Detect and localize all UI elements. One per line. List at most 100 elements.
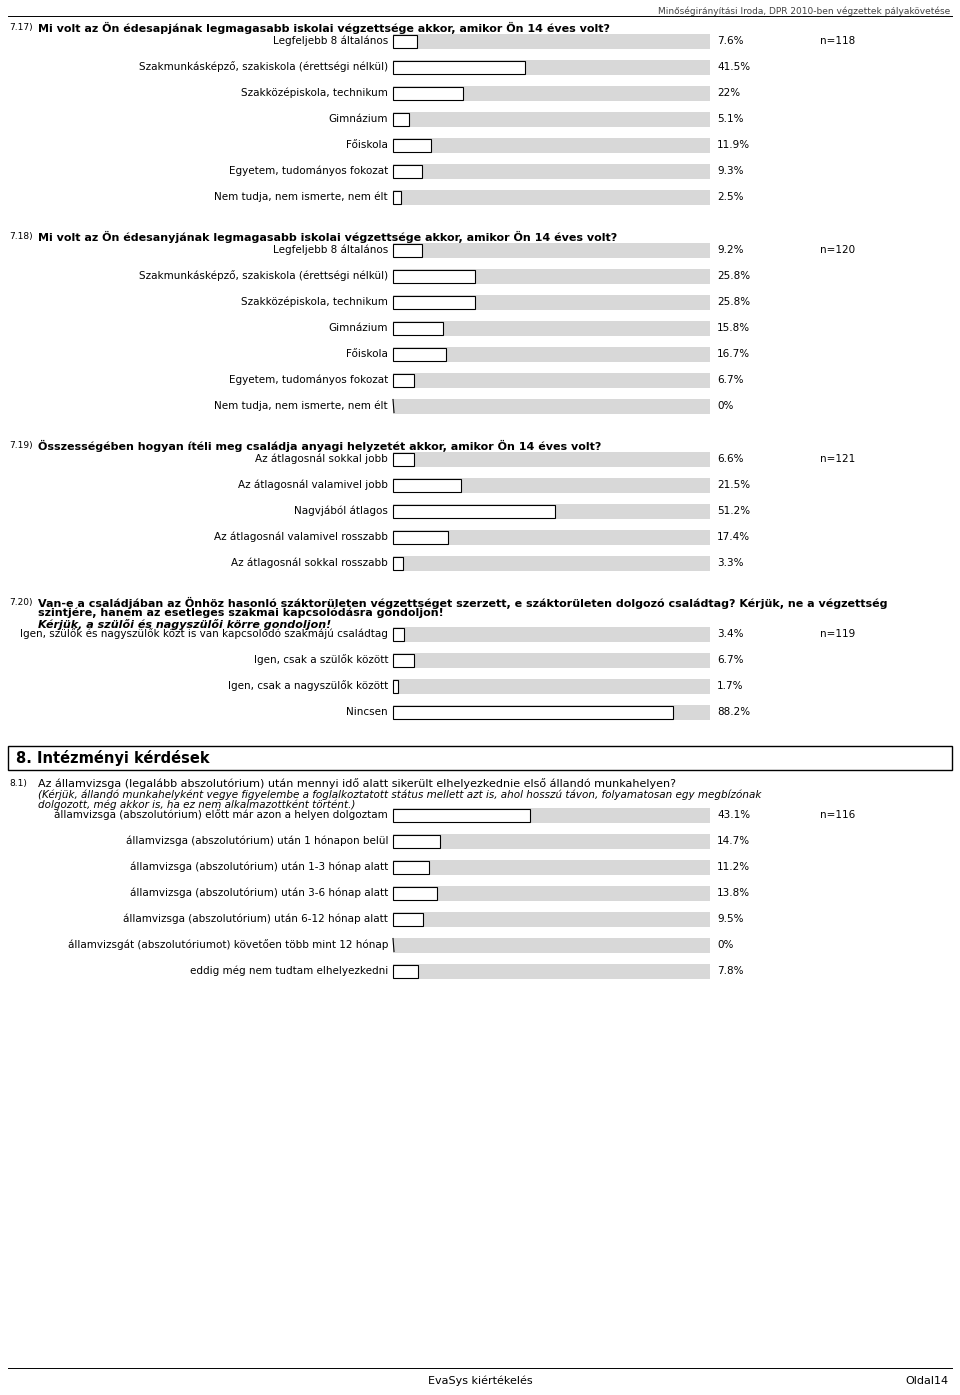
Text: Szakmunkásképző, szakiskola (érettségi nélkül): Szakmunkásképző, szakiskola (érettségi n… xyxy=(139,271,388,282)
Text: Egyetem, tudományos fokozat: Egyetem, tudományos fokozat xyxy=(228,166,388,176)
Text: Legfeljebb 8 általános: Legfeljebb 8 általános xyxy=(273,244,388,255)
Text: államvizsga (abszolutórium) után 3-6 hónap alatt: államvizsga (abszolutórium) után 3-6 hón… xyxy=(130,887,388,898)
Bar xyxy=(393,321,444,335)
Bar xyxy=(393,964,710,978)
Text: Nem tudja, nem ismerte, nem élt: Nem tudja, nem ismerte, nem élt xyxy=(214,191,388,202)
Bar xyxy=(393,346,710,361)
Text: 17.4%: 17.4% xyxy=(717,531,750,543)
Bar xyxy=(393,557,403,569)
Bar xyxy=(393,163,710,179)
Bar xyxy=(393,33,710,49)
Text: n=118: n=118 xyxy=(820,36,855,46)
Text: államvizsgát (abszolutóriumot) követően több mint 12 hónap: államvizsgát (abszolutóriumot) követően … xyxy=(67,939,388,950)
Bar xyxy=(393,911,710,926)
Text: n=116: n=116 xyxy=(820,810,855,820)
Text: Oldal14: Oldal14 xyxy=(905,1375,948,1387)
Bar xyxy=(393,269,475,283)
Text: 3.3%: 3.3% xyxy=(717,558,743,568)
Text: 88.2%: 88.2% xyxy=(717,707,750,717)
Text: 8.1): 8.1) xyxy=(9,778,27,788)
Text: Igen, csak a szülők között: Igen, csak a szülők között xyxy=(253,654,388,665)
Bar xyxy=(393,374,414,386)
Text: Szakmunkásképző, szakiskola (érettségi nélkül): Szakmunkásképző, szakiskola (érettségi n… xyxy=(139,61,388,73)
Text: államvizsga (abszolutórium) után 6-12 hónap alatt: államvizsga (abszolutórium) után 6-12 hó… xyxy=(123,914,388,925)
Bar xyxy=(393,937,710,953)
Text: Nincsen: Nincsen xyxy=(347,707,388,717)
Bar xyxy=(393,530,448,544)
Text: Mi volt az Ön édesanyjának legmagasabb iskolai végzettsége akkor, amikor Ön 14 é: Mi volt az Ön édesanyjának legmagasabb i… xyxy=(38,232,617,243)
Text: 3.4%: 3.4% xyxy=(717,629,743,639)
Text: Az átlagosnál valamivel jobb: Az átlagosnál valamivel jobb xyxy=(238,480,388,490)
Text: szintjére, hanem az esetleges szakmai kapcsolódásra gondoljon!: szintjére, hanem az esetleges szakmai ka… xyxy=(38,608,444,618)
Text: n=121: n=121 xyxy=(820,453,855,465)
Text: Az átlagosnál sokkal rosszabb: Az átlagosnál sokkal rosszabb xyxy=(231,558,388,568)
Bar xyxy=(393,60,524,74)
Text: államvizsga (abszolutórium) előtt már azon a helyen dolgoztam: államvizsga (abszolutórium) előtt már az… xyxy=(55,809,388,820)
Bar xyxy=(393,165,422,177)
Bar xyxy=(393,321,710,336)
Bar xyxy=(393,243,710,258)
Text: Az államvizsga (legalább abszolutórium) után mennyi idő alatt sikerült elhelyezk: Az államvizsga (legalább abszolutórium) … xyxy=(38,778,676,790)
Bar xyxy=(393,555,710,571)
Bar xyxy=(393,530,710,544)
Text: (Kérjük, állandó munkahelyként vegye figyelembe a foglalkoztatott státus mellett: (Kérjük, állandó munkahelyként vegye fig… xyxy=(38,790,761,799)
Bar xyxy=(393,504,710,519)
Bar xyxy=(8,746,952,770)
Bar xyxy=(393,859,710,875)
Text: 0%: 0% xyxy=(717,400,733,412)
Text: 43.1%: 43.1% xyxy=(717,810,750,820)
Text: államvizsga (abszolutórium) után 1 hónapon belül: államvizsga (abszolutórium) után 1 hónap… xyxy=(126,836,388,847)
Text: Kérjük, a szülői és nagyszülői körre gondoljon!: Kérjük, a szülői és nagyszülői körre gon… xyxy=(38,619,331,631)
Text: 15.8%: 15.8% xyxy=(717,324,750,333)
Text: 7.8%: 7.8% xyxy=(717,965,743,976)
Bar xyxy=(393,704,710,720)
Bar xyxy=(393,399,710,413)
Text: 7.19): 7.19) xyxy=(9,441,33,451)
Text: 7.6%: 7.6% xyxy=(717,36,743,46)
Bar xyxy=(393,834,440,848)
Text: 51.2%: 51.2% xyxy=(717,506,750,516)
Bar xyxy=(393,886,710,901)
Bar xyxy=(393,191,401,204)
Text: Főiskola: Főiskola xyxy=(347,349,388,359)
Text: Gimnázium: Gimnázium xyxy=(328,114,388,124)
Text: Van-e a családjában az Önhöz hasonló száktorületen végzettséget szerzett, e szák: Van-e a családjában az Önhöz hasonló szá… xyxy=(38,597,887,610)
Bar xyxy=(393,35,417,47)
Text: 13.8%: 13.8% xyxy=(717,889,750,898)
Bar xyxy=(393,912,423,925)
Text: Mi volt az Ön édesapjának legmagasabb iskolai végzettsége akkor, amikor Ön 14 év: Mi volt az Ön édesapjának legmagasabb is… xyxy=(38,22,610,33)
Bar xyxy=(393,964,418,978)
Text: 6.7%: 6.7% xyxy=(717,375,743,385)
Text: 9.3%: 9.3% xyxy=(717,166,743,176)
Bar xyxy=(393,478,461,491)
Text: EvaSys kiértékelés: EvaSys kiértékelés xyxy=(428,1375,532,1387)
Text: 25.8%: 25.8% xyxy=(717,297,750,307)
Text: 7.20): 7.20) xyxy=(9,598,33,607)
Bar xyxy=(393,653,710,667)
Text: 6.7%: 6.7% xyxy=(717,656,743,665)
Text: Gimnázium: Gimnázium xyxy=(328,324,388,333)
Bar xyxy=(393,861,428,873)
Bar xyxy=(393,808,710,823)
Bar xyxy=(393,833,710,848)
Text: 21.5%: 21.5% xyxy=(717,480,750,490)
Bar xyxy=(393,190,710,205)
Bar xyxy=(393,452,414,466)
Text: 11.2%: 11.2% xyxy=(717,862,750,872)
Text: n=119: n=119 xyxy=(820,629,855,639)
Text: 22%: 22% xyxy=(717,88,740,98)
Bar xyxy=(393,86,463,99)
Text: Nagvjából átlagos: Nagvjából átlagos xyxy=(294,506,388,516)
Bar xyxy=(393,477,710,492)
Text: 7.18): 7.18) xyxy=(9,232,33,241)
Text: 16.7%: 16.7% xyxy=(717,349,750,359)
Text: Az átlagosnál sokkal jobb: Az átlagosnál sokkal jobb xyxy=(255,453,388,465)
Bar xyxy=(393,138,431,152)
Text: Az átlagosnál valamivel rosszabb: Az átlagosnál valamivel rosszabb xyxy=(214,531,388,543)
Text: 25.8%: 25.8% xyxy=(717,271,750,280)
Bar xyxy=(393,809,530,822)
Bar xyxy=(393,678,710,693)
Bar xyxy=(393,294,710,310)
Bar xyxy=(393,886,437,900)
Bar xyxy=(393,347,446,360)
